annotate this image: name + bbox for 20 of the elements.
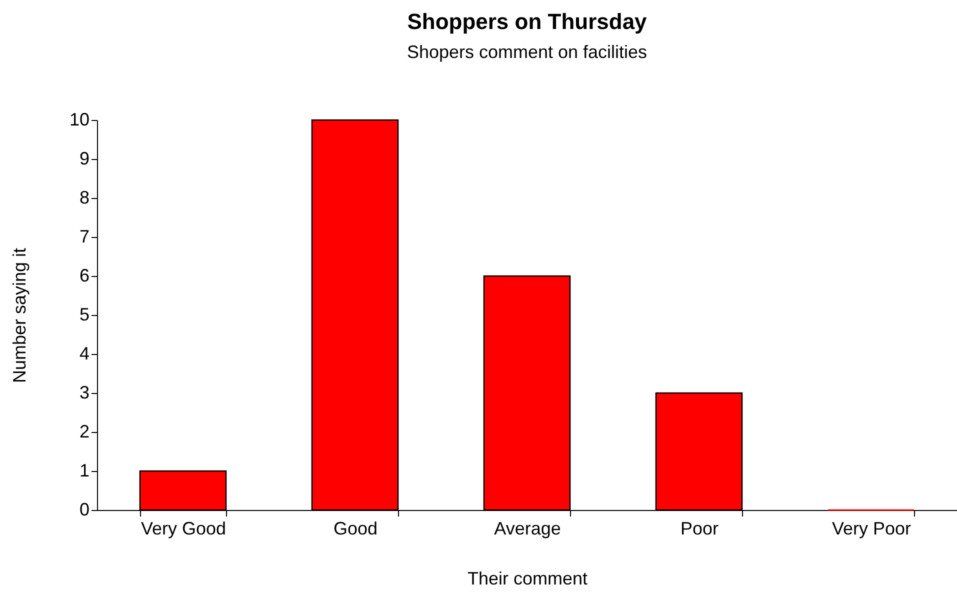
y-tick-label: 5 xyxy=(79,304,90,324)
y-tick-label: 2 xyxy=(79,422,90,442)
x-tick-label: Average xyxy=(494,518,561,538)
y-tick-label: 4 xyxy=(79,344,90,364)
y-tick-label: 3 xyxy=(79,382,90,402)
x-tick-label: Poor xyxy=(680,518,719,538)
x-tick-label: Very Good xyxy=(140,518,226,538)
y-tick-label: 10 xyxy=(69,110,90,130)
y-tick-label: 8 xyxy=(79,188,90,208)
y-tick-label: 0 xyxy=(79,500,90,520)
x-axis-title: Their comment xyxy=(467,568,588,588)
y-tick-label: 1 xyxy=(79,460,90,480)
y-tick-label: 7 xyxy=(79,226,90,246)
x-tick-label: Good xyxy=(333,518,378,538)
chart-subtitle: Shopers comment on facilities xyxy=(406,42,648,62)
y-tick-label: 6 xyxy=(79,266,90,286)
chart-title: Shoppers on Thursday xyxy=(407,9,648,34)
y-axis-title: Number saying it xyxy=(9,248,30,384)
x-tick-label: Very Poor xyxy=(832,518,912,538)
y-tick-label: 9 xyxy=(79,148,90,168)
